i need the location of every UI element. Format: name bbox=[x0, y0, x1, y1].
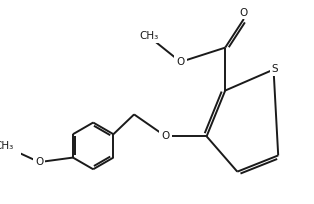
Text: S: S bbox=[272, 64, 279, 74]
Text: O: O bbox=[240, 8, 248, 18]
Text: O: O bbox=[35, 157, 43, 167]
Text: CH₃: CH₃ bbox=[0, 141, 14, 151]
Text: O: O bbox=[162, 131, 170, 141]
Text: CH₃: CH₃ bbox=[140, 31, 159, 41]
Text: O: O bbox=[176, 57, 185, 67]
